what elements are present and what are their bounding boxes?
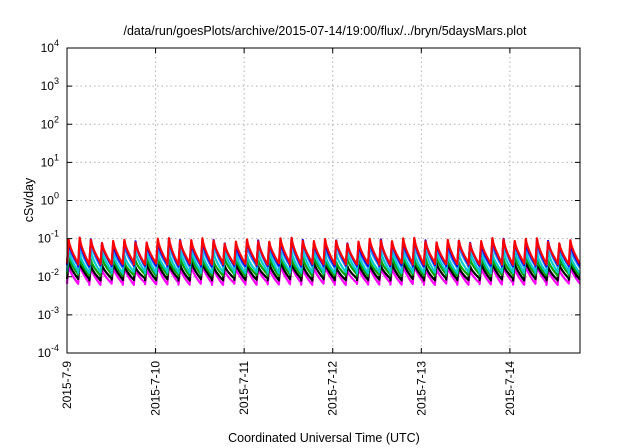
series-line	[65, 247, 581, 275]
x-tick-label: 2015-7-13	[414, 361, 428, 416]
x-tick-label: 2015-7-11	[237, 361, 251, 415]
y-tick-label: 103	[41, 76, 59, 93]
y-tick-label: 10-1	[38, 229, 59, 246]
series-line	[65, 259, 581, 282]
y-axis-label: cSv/day	[22, 177, 36, 222]
y-tick-label: 102	[41, 114, 59, 131]
y-tick-label: 100	[41, 191, 59, 208]
y-tick-label: 10-4	[38, 343, 59, 360]
x-axis-label: Coordinated Universal Time (UTC)	[228, 431, 420, 445]
y-tick-label: 10-2	[38, 267, 59, 284]
grid	[67, 48, 580, 353]
series-group	[65, 236, 581, 286]
x-tick-label: 2015-7-10	[149, 361, 163, 416]
y-tick-label: 104	[41, 38, 59, 55]
y-tick-label: 101	[41, 152, 59, 169]
y-tick-label: 10-3	[38, 305, 59, 322]
x-ticks: 2015-7-9 2015-7-10 2015-7-11 2015-7-12 2015-…	[60, 48, 517, 416]
chart-title: /data/run/goesPlots/archive/2015-07-14/1…	[123, 24, 527, 38]
y-ticks: 104 103 102 101 100 10-1 10-2 10-3 10-4	[38, 38, 580, 360]
series-line	[65, 236, 581, 266]
series-line	[65, 263, 581, 286]
x-tick-label: 2015-7-9	[60, 361, 74, 409]
x-tick-label: 2015-7-12	[326, 361, 340, 416]
x-tick-label: 2015-7-14	[503, 361, 517, 416]
